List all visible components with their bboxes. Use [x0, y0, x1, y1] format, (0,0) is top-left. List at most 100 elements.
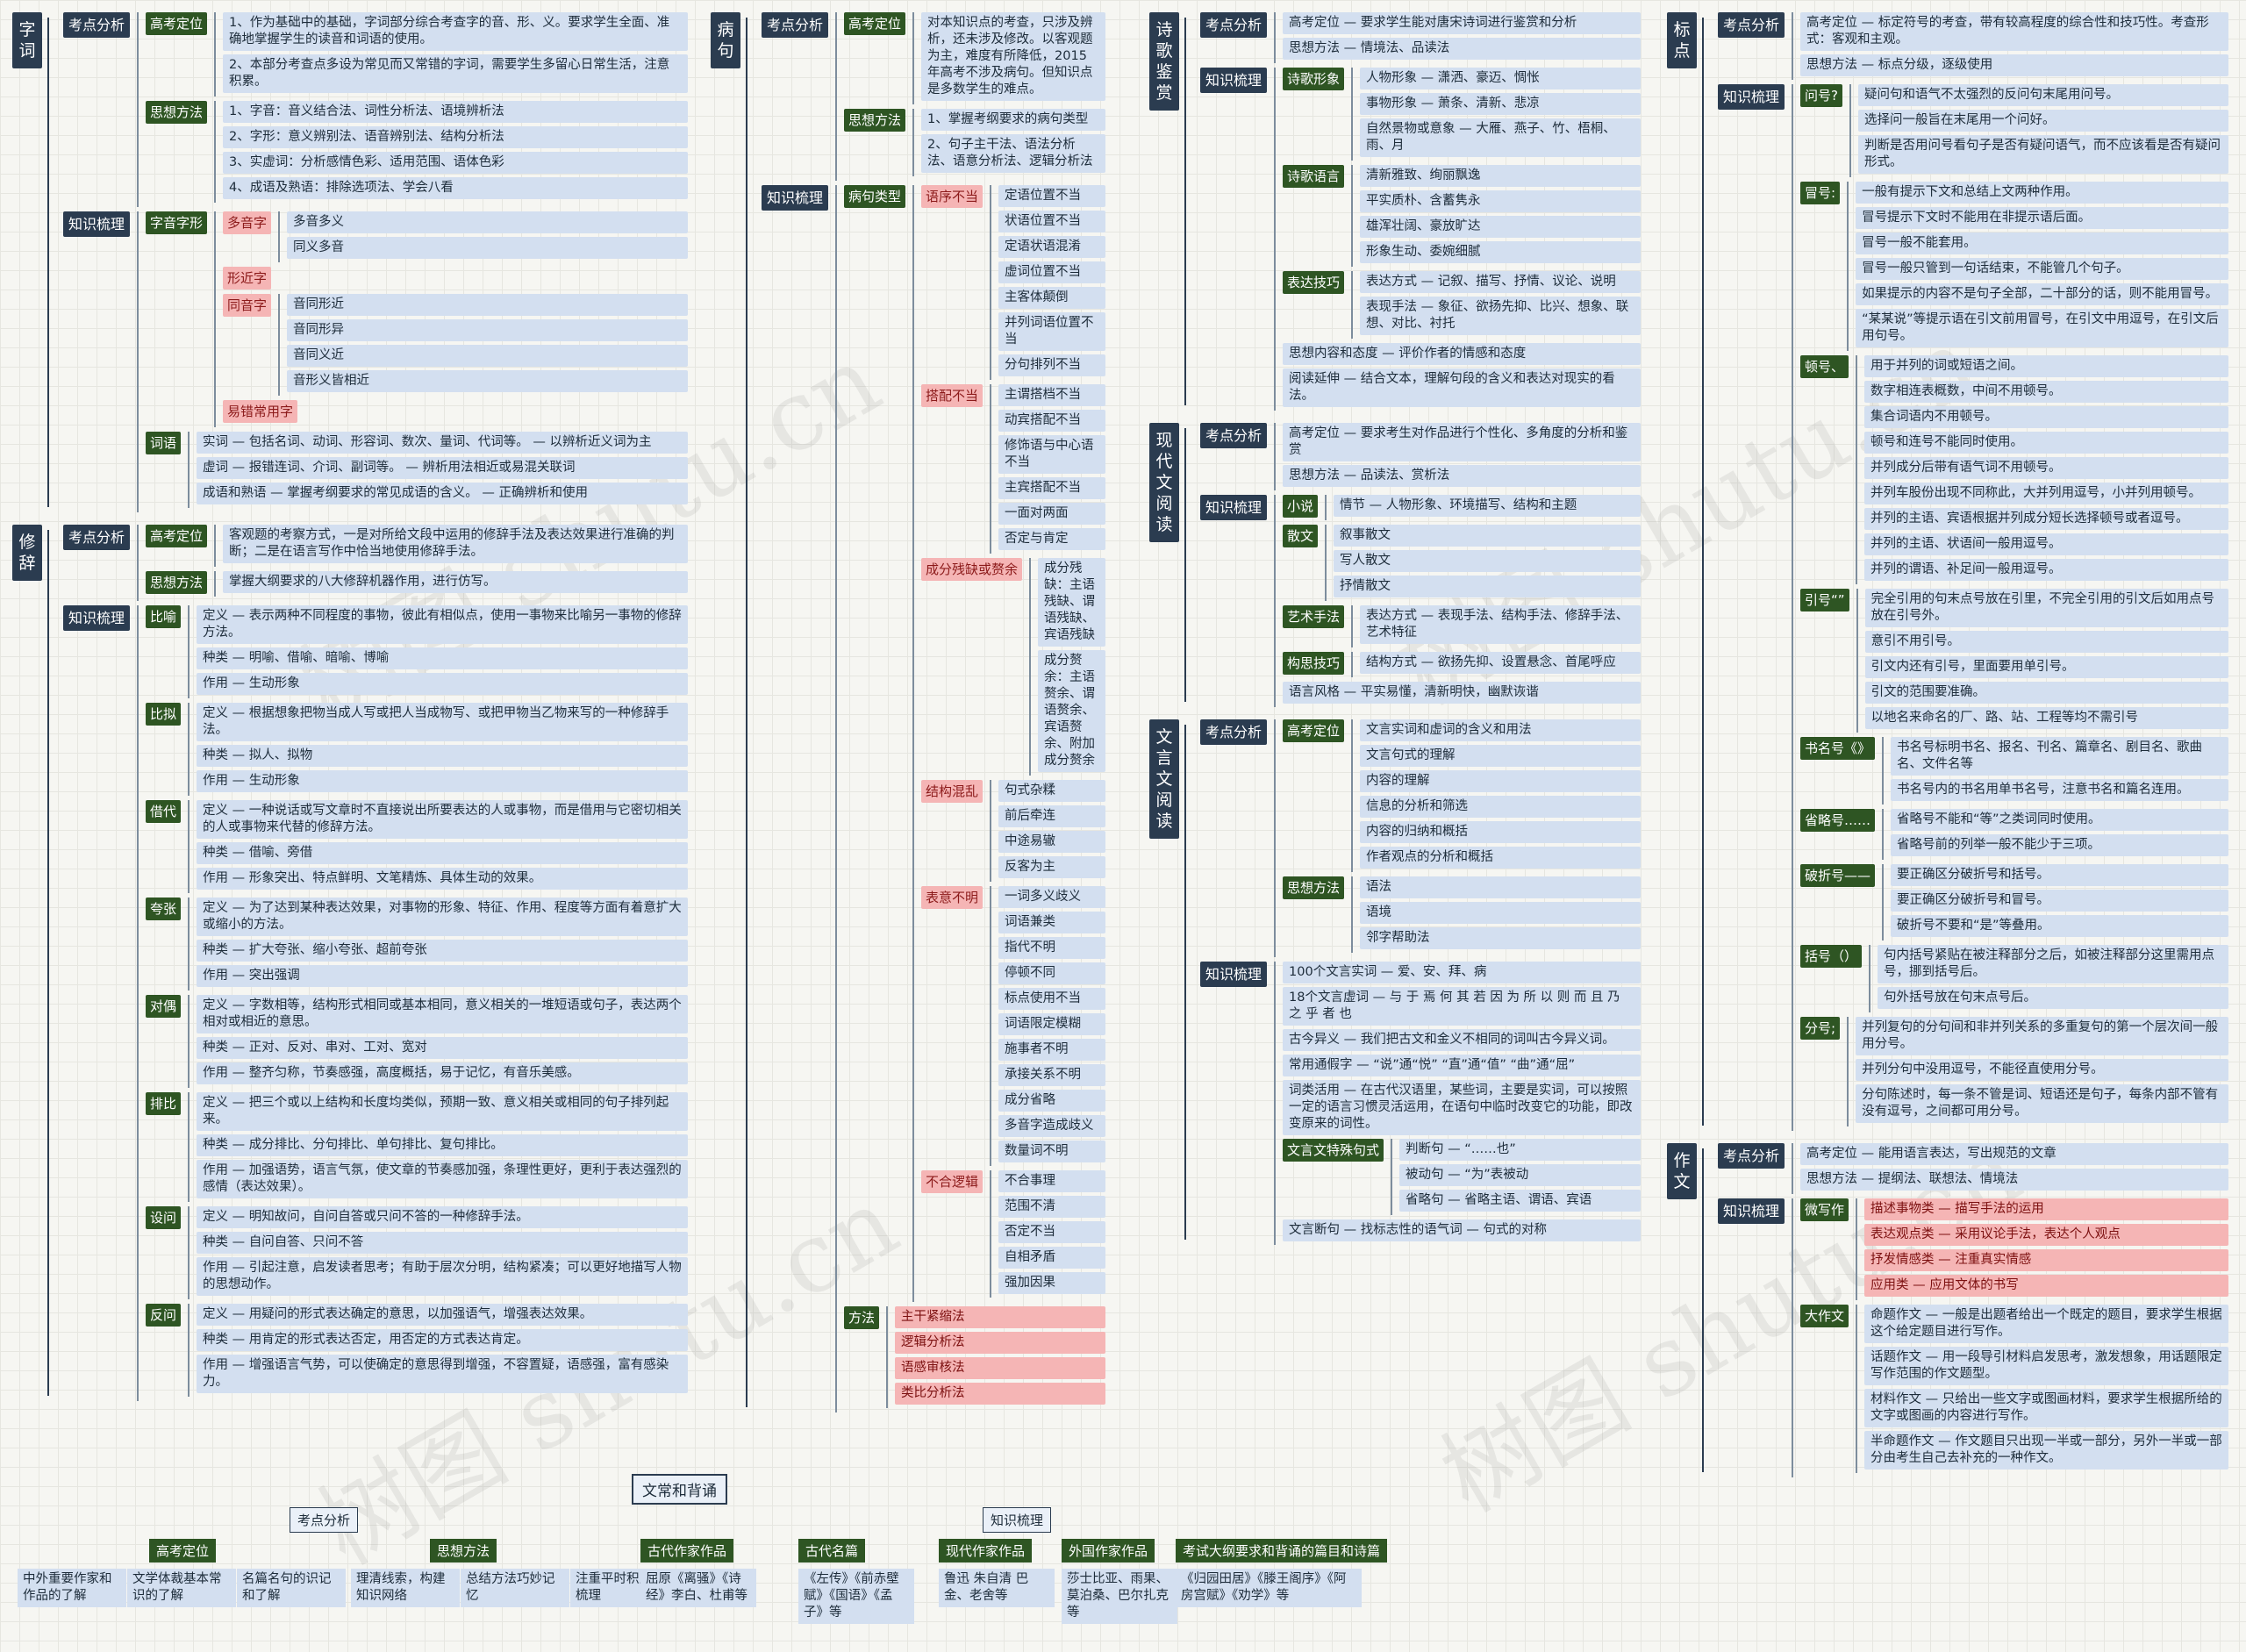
topic-root-node[interactable]: 字词 [12, 12, 42, 68]
branch-node[interactable]: 省略号…… [1800, 809, 1876, 832]
branch-node[interactable]: 散文 [1283, 525, 1319, 547]
branch-node[interactable]: 知识梳理 [1200, 962, 1268, 987]
root-node[interactable]: 文常和背诵 [632, 1474, 727, 1505]
bottom-group-label[interactable]: 现代作家作品 [939, 1539, 1033, 1563]
branch-node[interactable]: 大作文 [1800, 1305, 1849, 1327]
branch-node[interactable]: 反问 [146, 1304, 182, 1327]
branch-node[interactable]: 形近字 [223, 267, 272, 290]
leaf-node: 作用 — 突出强调 [197, 965, 688, 987]
branch-node[interactable]: 借代 [146, 800, 182, 823]
branch-node[interactable]: 表意不明 [921, 886, 984, 909]
bottom-group-label[interactable]: 古代名篇 [798, 1539, 866, 1563]
branch-node[interactable]: 比喻 [146, 605, 182, 628]
leaf-node: 成分残缺：主语残缺、谓语残缺、宾语残缺 [1038, 558, 1105, 647]
bottom-group-label[interactable]: 考试大纲要求和背诵的篇目和诗篇 [1176, 1539, 1388, 1563]
branch-children: 实词 — 包括名词、动词、形容词、数次、量词、代词等。 — 以辨析近义词为主 虚词… [188, 432, 688, 508]
branch-node[interactable]: 书名号《》 [1800, 737, 1876, 760]
leaf-node: 文言实词和虚词的含义和用法 [1360, 719, 1641, 741]
branch-node[interactable]: 同音字 [223, 294, 272, 317]
topic-root-node[interactable]: 诗歌鉴赏 [1149, 12, 1179, 111]
branch-node[interactable]: 夸张 [146, 898, 182, 920]
topic-root-node[interactable]: 病句 [711, 12, 740, 68]
branch-node[interactable]: 易错常用字 [223, 400, 298, 423]
branch-node[interactable]: 引号“” [1800, 589, 1849, 611]
branch-node[interactable]: 考点分析 [1200, 423, 1268, 448]
branch-node[interactable]: 比拟 [146, 703, 182, 726]
branch-node[interactable]: 对偶 [146, 995, 182, 1018]
bottom-group-label[interactable]: 古代作家作品 [640, 1539, 734, 1563]
branch-node[interactable]: 破折号—— [1800, 864, 1876, 887]
branch-node[interactable]: 诗歌形象 [1283, 68, 1345, 90]
branch-node[interactable]: 词语 [146, 432, 182, 454]
branch-node[interactable]: 知识梳理 [762, 185, 829, 211]
branch-node[interactable]: 知识梳理 [1200, 495, 1268, 520]
bottom-group-label[interactable]: 高考定位 [149, 1539, 217, 1563]
topic-root-node[interactable]: 文言文阅读 [1149, 719, 1179, 839]
leaf-node: 3、实虚词：分析感情色彩、适用范围、语体色彩 [223, 152, 688, 174]
branch-node[interactable]: 括号（） [1800, 945, 1863, 968]
branch-node[interactable]: 考点分析 [63, 525, 131, 550]
branch-node[interactable]: 冒号: [1800, 182, 1841, 204]
leaf-node: 引文内还有引号，里面要用单引号。 [1864, 656, 2228, 678]
branch-node[interactable]: 字音字形 [146, 211, 208, 234]
branch-node[interactable]: 分号; [1800, 1017, 1841, 1040]
leaf-node: 思想方法 — 品读法、赏析法 [1283, 465, 1641, 487]
branch-node[interactable]: 设问 [146, 1206, 182, 1229]
leaf-node: 语法 [1360, 876, 1641, 898]
topic-root-node[interactable]: 现代文阅读 [1149, 423, 1179, 542]
branch-node[interactable]: 搭配不当 [921, 384, 984, 407]
bottom-group-label[interactable]: 思想方法 [430, 1539, 497, 1563]
branch-node[interactable]: 思想方法 [146, 101, 208, 124]
branch-group: 诗歌语言 清新雅致、绚丽飘逸 平实质朴、含蓄隽永 雄浑壮阔、豪放旷达 形象生动、委婉细腻 [1283, 165, 1641, 267]
branch-node[interactable]: 高考定位 [146, 525, 208, 547]
branch-node[interactable]: 知识梳理 [1200, 68, 1268, 93]
topic-root-node[interactable]: 作文 [1667, 1143, 1697, 1199]
branch-node[interactable]: 思想方法 [146, 571, 208, 594]
branch-node[interactable]: 构思技巧 [1283, 652, 1345, 675]
leaf-node: 邻字帮助法 [1360, 927, 1641, 949]
branch-node[interactable]: 文言文特殊句式 [1283, 1139, 1384, 1162]
branch-node[interactable]: 方法 [844, 1306, 880, 1329]
leaf-node: 种类 — 自问自答、只问不答 [197, 1232, 688, 1254]
branch-node[interactable]: 成分残缺或赘余 [921, 558, 1023, 581]
branch-node[interactable]: 艺术手法 [1283, 605, 1345, 628]
branch-children: 定义 — 为了达到某种表达效果，对事物的形象、特征、作用、程度等方面有着意扩大或… [188, 898, 688, 990]
branch-node[interactable]: 考点分析 [1718, 12, 1785, 38]
branch-node[interactable]: 高考定位 [1283, 719, 1345, 742]
leaf-node: 高考定位 — 能用语言表达，写出规范的文章 [1800, 1143, 2228, 1165]
branch-node[interactable]: 知识梳理 [63, 211, 131, 237]
branch-node[interactable]: 结构混乱 [921, 780, 984, 803]
branch-node[interactable]: 考点分析 [762, 12, 829, 38]
branch-node[interactable]: 表达技巧 [1283, 271, 1345, 294]
branch-node[interactable]: 多音字 [223, 211, 272, 234]
branch-node[interactable]: 病句类型 [844, 185, 906, 208]
branch-node[interactable]: 思想方法 [844, 109, 906, 132]
bottom-group-label[interactable]: 外国作家作品 [1062, 1539, 1155, 1563]
branch-node[interactable]: 小说 [1283, 495, 1319, 518]
branch-node[interactable]: 考点分析 [63, 12, 131, 38]
leaf-node: 类比分析法 [895, 1383, 1105, 1405]
branch-node[interactable]: 知识梳理 [63, 605, 131, 631]
branch-node[interactable]: 知识梳理 [1718, 84, 1785, 110]
branch-node[interactable]: 语序不当 [921, 185, 984, 208]
branch-node[interactable]: 问号? [1800, 84, 1842, 107]
branch-node[interactable]: 考点分析 [1718, 1143, 1785, 1169]
topic-root-node[interactable]: 标点 [1667, 12, 1697, 68]
branch-node[interactable]: 考点分析 [1200, 12, 1268, 38]
branch-node[interactable]: 排比 [146, 1092, 182, 1115]
branch-node[interactable]: 知识梳理 [1718, 1198, 1785, 1224]
topic-root-node[interactable]: 修辞 [12, 525, 42, 581]
bottom-left-title[interactable]: 考点分析 [290, 1507, 359, 1533]
branch-node[interactable]: 不合逻辑 [921, 1170, 984, 1193]
branch-node[interactable]: 高考定位 [844, 12, 906, 35]
branch-node[interactable]: 考点分析 [1200, 719, 1268, 745]
leaf-node: 句内括号紧贴在被注释部分之后，如被注释部分这里需用点号，挪到括号后。 [1878, 945, 2228, 983]
branch-node[interactable]: 思想方法 [1283, 876, 1345, 899]
branch-node[interactable]: 微写作 [1800, 1198, 1849, 1221]
branch-node[interactable]: 高考定位 [146, 12, 208, 35]
leaf-node: 掌握大纲要求的八大修辞机器作用，进行仿写。 [223, 571, 688, 593]
bottom-right-title[interactable]: 知识梳理 [983, 1507, 1052, 1533]
branch-children: 疑问句和语气不太强烈的反问句末尾用问号。 选择问一般旨在末尾用一个问好。 判断是否用… [1849, 84, 2228, 177]
branch-node[interactable]: 顿号、 [1800, 355, 1849, 378]
branch-node[interactable]: 诗歌语言 [1283, 165, 1345, 188]
